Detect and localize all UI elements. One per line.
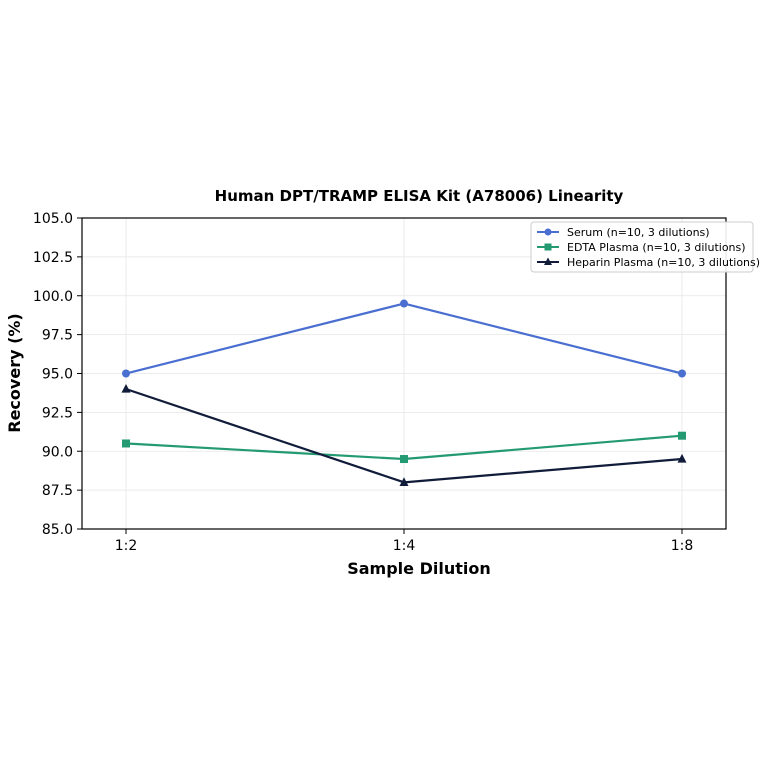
data-point — [400, 299, 408, 308]
x-axis-label: Sample Dilution — [347, 559, 491, 578]
y-tick-label: 87.5 — [42, 483, 73, 499]
data-point — [678, 369, 686, 378]
y-tick-label: 92.5 — [42, 405, 73, 421]
legend-entry: EDTA Plasma (n=10, 3 dilutions) — [537, 241, 746, 254]
legend-label: EDTA Plasma (n=10, 3 dilutions) — [567, 241, 746, 254]
y-tick-label: 100.0 — [33, 289, 73, 305]
data-point — [678, 431, 686, 440]
y-tick-label: 90.0 — [42, 444, 73, 460]
data-point — [122, 439, 130, 448]
series-2 — [121, 383, 687, 486]
y-tick-label: 97.5 — [42, 328, 73, 344]
data-point — [400, 455, 408, 464]
legend-entry: Heparin Plasma (n=10, 3 dilutions) — [537, 256, 760, 269]
legend-entry: Serum (n=10, 3 dilutions) — [537, 226, 710, 239]
series-0 — [122, 299, 686, 378]
series-1 — [122, 431, 686, 464]
legend-marker — [544, 257, 552, 266]
legend-label: Serum (n=10, 3 dilutions) — [567, 226, 710, 239]
chart-title: Human DPT/TRAMP ELISA Kit (A78006) Linea… — [215, 187, 624, 205]
data-point — [121, 383, 131, 393]
y-axis-label: Recovery (%) — [5, 313, 24, 432]
y-tick-label: 105.0 — [33, 211, 73, 227]
x-tick-label: 1:8 — [671, 538, 694, 554]
y-tick-label: 95.0 — [42, 367, 73, 383]
ticks-layer: 85.0 87.5 90.0 92.5 95.0 97.5 100.0 102.5 105.0 1… — [33, 211, 693, 554]
x-tick-label: 1:4 — [393, 538, 416, 554]
y-tick-label: 85.0 — [42, 522, 73, 538]
series-layer — [121, 299, 687, 486]
legend-label: Heparin Plasma (n=10, 3 dilutions) — [567, 256, 760, 269]
legend: Serum (n=10, 3 dilutions) EDTA Plasma (n=… — [530, 221, 760, 273]
y-tick-label: 102.5 — [33, 250, 73, 266]
data-point — [677, 453, 687, 463]
legend-marker — [544, 243, 552, 251]
legend-box — [530, 221, 754, 273]
x-tick-label: 1:2 — [115, 538, 138, 554]
data-point — [399, 477, 409, 486]
data-point — [122, 369, 130, 378]
legend-marker — [544, 228, 552, 236]
